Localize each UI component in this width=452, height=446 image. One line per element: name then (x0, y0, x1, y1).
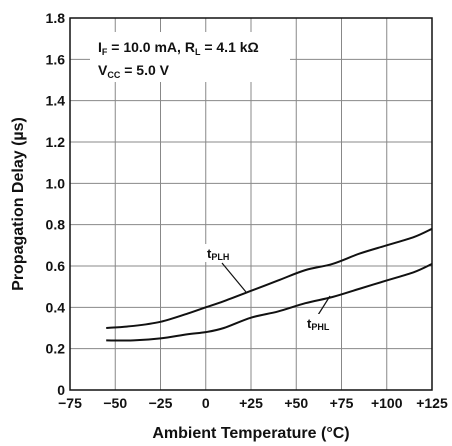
x-tick-label: +125 (416, 395, 448, 411)
tplh-label-bg (205, 244, 239, 262)
y-tick-label: 0 (57, 382, 65, 398)
tplh-curve (106, 227, 433, 329)
x-tick-label: +50 (284, 395, 308, 411)
x-tick-label: +100 (371, 395, 403, 411)
x-tick-label: +25 (239, 395, 263, 411)
tphl-series-label: tPHL (307, 316, 330, 332)
y-tick-label: 0.8 (46, 217, 66, 233)
x-axis-title: Ambient Temperature (°C) (152, 425, 349, 442)
tphl-label-bg (305, 314, 339, 332)
x-tick-label: −75 (58, 395, 82, 411)
x-tick-label: −25 (149, 395, 173, 411)
x-tick-label: −50 (103, 395, 127, 411)
conditions-box (90, 32, 290, 82)
x-tick-label: 0 (202, 395, 210, 411)
y-tick-label: 1.2 (46, 134, 66, 150)
y-axis-title: Propagation Delay (µs) (10, 117, 27, 291)
tplh-series-label: tPLH (207, 246, 229, 262)
y-tick-label: 0.2 (46, 341, 66, 357)
y-tick-label: 1.0 (46, 175, 66, 191)
tphl-curve (106, 263, 433, 342)
tphl-leader-line (317, 295, 331, 316)
series-curves (106, 227, 433, 342)
y-tick-label: 1.6 (46, 51, 66, 67)
tplh-leader-line (221, 262, 247, 293)
y-tick-label: 0.6 (46, 258, 66, 274)
conditions-line-2: VCC = 5.0 V (98, 62, 170, 80)
tick-labels: −75 −50 −25 0 +25 +50 +75 +100 +125 0 0.2 0.4 0.6 0.8… (46, 10, 448, 411)
grid-lines (70, 18, 432, 390)
x-tick-label: +75 (330, 395, 354, 411)
y-tick-label: 1.4 (46, 93, 66, 109)
y-tick-label: 1.8 (46, 10, 66, 26)
y-tick-label: 0.4 (46, 299, 66, 315)
conditions-line-1: IF = 10.0 mA, RL = 4.1 kΩ (98, 39, 259, 57)
plot-frame (69, 17, 433, 391)
